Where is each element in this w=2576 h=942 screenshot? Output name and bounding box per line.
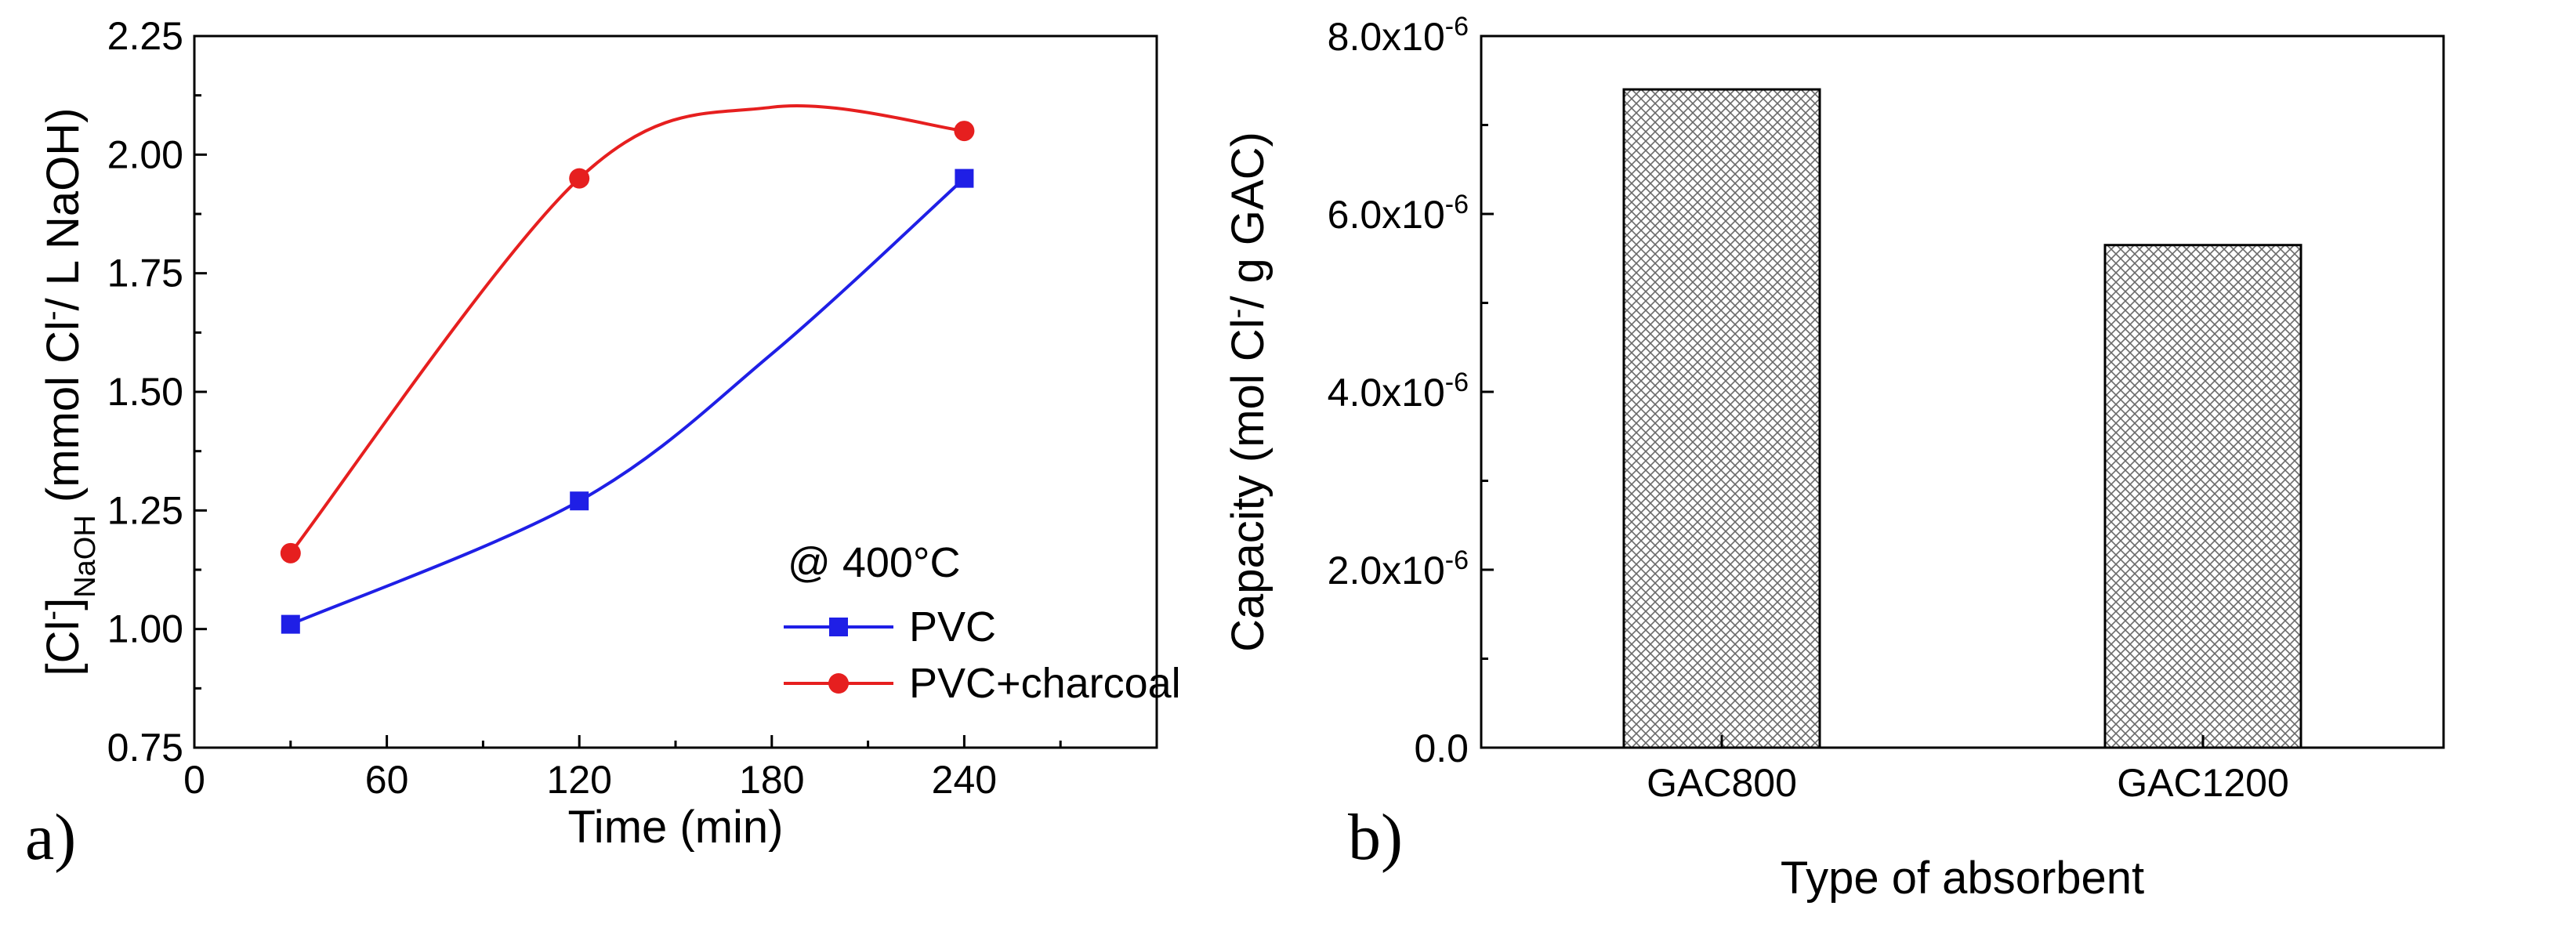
legend-marker-pvc-charcoal	[828, 673, 849, 694]
chart-a-y-tick-label: 1.50	[107, 370, 183, 414]
panel-label-b: b)	[1348, 801, 1403, 874]
chart-a-x-tick-label: 120	[546, 758, 611, 802]
legend-label-pvc: PVC	[909, 603, 996, 650]
chart-a-y-axis-title: [Cl-]NaOH (mmol Cl-/ L NaOH)	[36, 108, 102, 676]
chart-b-axes: GAC800 GAC1200 0.0 2.0x10-6 4.0x10-6 6.0x10-6…	[1328, 12, 2289, 805]
chart-a-axes: 0 60 120 180 240 0.75 1.00 1.25 1.50 1.75 2.00 2.25	[107, 14, 1062, 802]
chart-b-y-tick-label: 0.0	[1414, 726, 1469, 770]
chart-a-y-tick-label: 1.75	[107, 252, 183, 295]
panel-label-a: a)	[25, 801, 76, 874]
chart-a-x-tick-label: 60	[365, 758, 409, 802]
chart-a-y-tick-label: 0.75	[107, 726, 183, 770]
data-point-pvc-charcoal	[954, 121, 975, 142]
bar-gac800	[1622, 88, 1821, 749]
chart-a-legend: PVC PVC+charcoal	[784, 603, 1181, 707]
chart-b-y-tick-label: 8.0x10-6	[1328, 12, 1469, 59]
chart-b: GAC800 GAC1200 0.0 2.0x10-6 4.0x10-6 6.0x10-6…	[1221, 12, 2445, 904]
legend-marker-pvc	[829, 618, 848, 636]
chart-b-x-axis-title: Type of absorbent	[1781, 853, 2144, 904]
data-point-pvc-charcoal	[280, 542, 301, 563]
chart-a-y-tick-label: 1.00	[107, 607, 183, 651]
chart-b-x-tick-label: GAC1200	[2117, 761, 2289, 805]
chart-a-series	[280, 103, 975, 634]
data-point-pvc-charcoal	[569, 168, 590, 189]
chart-b-y-tick-label: 2.0x10-6	[1328, 545, 1469, 592]
chart-b-y-tick-label: 6.0x10-6	[1328, 190, 1469, 237]
series-line-pvc-charcoal	[289, 103, 965, 555]
chart-b-y-axis-title: Capacity (mol Cl-/ g GAC)	[1221, 132, 1274, 652]
data-point-pvc	[281, 614, 300, 634]
data-point-pvc	[955, 168, 974, 188]
chart-a-y-tick-label: 2.00	[107, 132, 183, 176]
chart-a-y-tick-label: 1.25	[107, 488, 183, 532]
bar-gac1200	[2103, 244, 2302, 749]
legend-label-pvc-charcoal: PVC+charcoal	[909, 660, 1181, 707]
chart-a-x-tick-label: 180	[739, 758, 804, 802]
chart-a-annotation: @ 400°C	[788, 539, 961, 586]
chart-a-x-axis-title: Time (min)	[568, 802, 784, 853]
data-point-pvc	[570, 491, 589, 511]
chart-b-x-tick-label: GAC800	[1647, 761, 1797, 805]
chart-b-bars	[1622, 88, 2302, 749]
chart-a-frame	[193, 34, 1158, 749]
series-line-pvc	[290, 177, 966, 626]
chart-b-y-tick-label: 4.0x10-6	[1328, 368, 1469, 415]
chart-a-x-tick-label: 0	[183, 758, 205, 802]
chart-a-x-tick-label: 240	[932, 758, 997, 802]
chart-a: 0 60 120 180 240 0.75 1.00 1.25 1.50 1.75 2.00 2.25…	[25, 14, 1181, 874]
chart-a-y-tick-label: 2.25	[107, 14, 183, 58]
